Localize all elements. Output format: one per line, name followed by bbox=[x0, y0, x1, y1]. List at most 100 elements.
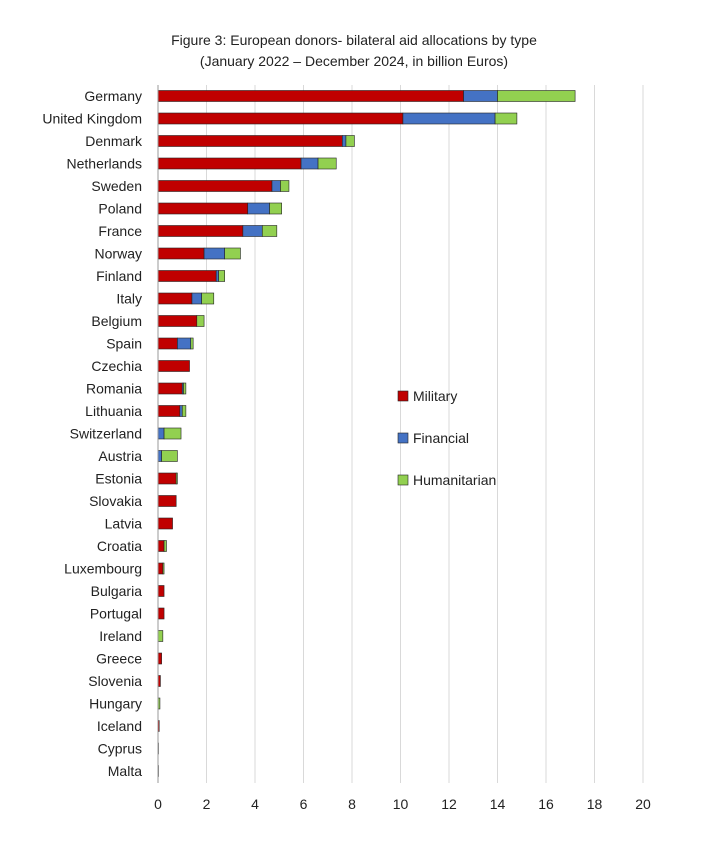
bar-financial-6 bbox=[242, 225, 263, 237]
category-label-20: Croatia bbox=[97, 538, 142, 554]
category-label-26: Slovenia bbox=[88, 673, 142, 689]
legend-swatch-financial bbox=[397, 432, 409, 444]
x-tick-label-2: 4 bbox=[251, 796, 259, 812]
bar-humanitarian-10 bbox=[196, 315, 205, 327]
x-tick-label-9: 18 bbox=[587, 796, 603, 812]
category-label-9: Italy bbox=[116, 291, 142, 307]
category-label-7: Norway bbox=[95, 246, 142, 262]
bar-military-5 bbox=[157, 202, 249, 215]
bar-military-7 bbox=[157, 247, 205, 260]
bar-financial-1 bbox=[402, 112, 496, 125]
bar-military-22 bbox=[157, 585, 165, 597]
bar-humanitarian-13 bbox=[183, 382, 187, 395]
category-label-5: Poland bbox=[98, 201, 142, 217]
bar-financial-14 bbox=[179, 405, 183, 417]
category-label-19: Latvia bbox=[105, 516, 143, 532]
x-tick-label-5: 10 bbox=[393, 796, 409, 812]
bar-humanitarian-15 bbox=[163, 427, 182, 440]
bar-humanitarian-0 bbox=[497, 90, 576, 102]
category-label-11: Spain bbox=[106, 336, 142, 352]
category-label-0: Germany bbox=[84, 88, 142, 104]
bar-financial-8 bbox=[215, 270, 219, 282]
bar-military-6 bbox=[157, 225, 244, 237]
bar-financial-0 bbox=[463, 90, 498, 102]
bar-humanitarian-17 bbox=[175, 472, 178, 485]
legend-label-financial: Financial bbox=[413, 430, 469, 446]
x-tick-label-7: 14 bbox=[490, 796, 506, 812]
bar-financial-3 bbox=[300, 157, 319, 170]
category-label-25: Greece bbox=[96, 651, 142, 667]
bar-humanitarian-9 bbox=[201, 292, 215, 305]
bar-military-13 bbox=[157, 382, 183, 395]
x-tick-label-10: 20 bbox=[635, 796, 651, 812]
chart-title: Figure 3: European donors- bilateral aid… bbox=[171, 32, 537, 48]
bar-military-9 bbox=[157, 292, 193, 305]
category-label-27: Hungary bbox=[89, 696, 142, 712]
legend-label-humanitarian: Humanitarian bbox=[413, 472, 496, 488]
bar-military-14 bbox=[157, 405, 181, 417]
bar-military-8 bbox=[157, 270, 217, 282]
category-label-23: Portugal bbox=[90, 606, 142, 622]
bar-humanitarian-21 bbox=[162, 562, 165, 575]
bar-humanitarian-11 bbox=[190, 337, 194, 350]
legend-label-military: Military bbox=[413, 388, 457, 404]
bar-humanitarian-4 bbox=[280, 180, 290, 192]
bar-humanitarian-6 bbox=[261, 225, 278, 237]
bar-humanitarian-1 bbox=[494, 112, 518, 125]
category-label-28: Iceland bbox=[97, 718, 142, 734]
x-tick-label-1: 2 bbox=[203, 796, 211, 812]
category-label-10: Belgium bbox=[91, 313, 142, 329]
category-label-15: Switzerland bbox=[70, 426, 142, 442]
category-label-13: Romania bbox=[86, 381, 142, 397]
bar-military-10 bbox=[157, 315, 198, 327]
category-label-21: Luxembourg bbox=[64, 561, 142, 577]
legend-swatch-military bbox=[397, 390, 409, 402]
category-label-16: Austria bbox=[98, 448, 142, 464]
bar-military-0 bbox=[157, 90, 464, 102]
x-tick-label-4: 8 bbox=[348, 796, 356, 812]
bar-military-23 bbox=[157, 607, 165, 620]
bar-military-12 bbox=[157, 360, 190, 372]
bar-military-11 bbox=[157, 337, 178, 350]
category-label-24: Ireland bbox=[99, 628, 142, 644]
bar-military-17 bbox=[157, 472, 177, 485]
bar-financial-9 bbox=[191, 292, 202, 305]
category-label-8: Finland bbox=[96, 268, 142, 284]
bar-humanitarian-3 bbox=[317, 157, 337, 170]
category-label-6: France bbox=[98, 223, 142, 239]
bar-military-18 bbox=[157, 495, 177, 507]
bar-military-25 bbox=[157, 652, 162, 665]
category-label-18: Slovakia bbox=[89, 493, 142, 509]
bar-humanitarian-14 bbox=[181, 405, 187, 417]
bar-military-3 bbox=[157, 157, 302, 170]
bar-financial-5 bbox=[247, 202, 270, 215]
legend-swatch-humanitarian bbox=[397, 474, 409, 486]
category-label-4: Sweden bbox=[91, 178, 142, 194]
category-label-1: United Kingdom bbox=[42, 111, 142, 127]
x-tick-label-8: 16 bbox=[538, 796, 554, 812]
category-label-30: Malta bbox=[108, 763, 142, 779]
bar-humanitarian-8 bbox=[218, 270, 225, 282]
bar-military-21 bbox=[157, 562, 164, 575]
bar-military-19 bbox=[157, 517, 173, 530]
bar-military-1 bbox=[157, 112, 404, 125]
category-label-22: Bulgaria bbox=[91, 583, 143, 599]
bar-financial-16 bbox=[157, 450, 162, 462]
category-label-3: Netherlands bbox=[67, 156, 143, 172]
bar-financial-4 bbox=[271, 180, 281, 192]
bar-humanitarian-2 bbox=[345, 135, 355, 147]
bar-military-4 bbox=[157, 180, 273, 192]
chart-subtitle: (January 2022 – December 2024, in billio… bbox=[199, 53, 509, 69]
bar-financial-2 bbox=[341, 135, 347, 147]
category-label-17: Estonia bbox=[95, 471, 142, 487]
category-label-12: Czechia bbox=[91, 358, 142, 374]
bar-financial-15 bbox=[157, 427, 165, 440]
bar-humanitarian-20 bbox=[163, 540, 167, 552]
bar-humanitarian-24 bbox=[157, 630, 164, 642]
category-label-29: Cyprus bbox=[98, 741, 142, 757]
x-tick-label-0: 0 bbox=[154, 796, 162, 812]
x-tick-label-3: 6 bbox=[300, 796, 308, 812]
category-label-14: Lithuania bbox=[85, 403, 142, 419]
bar-military-20 bbox=[157, 540, 165, 552]
